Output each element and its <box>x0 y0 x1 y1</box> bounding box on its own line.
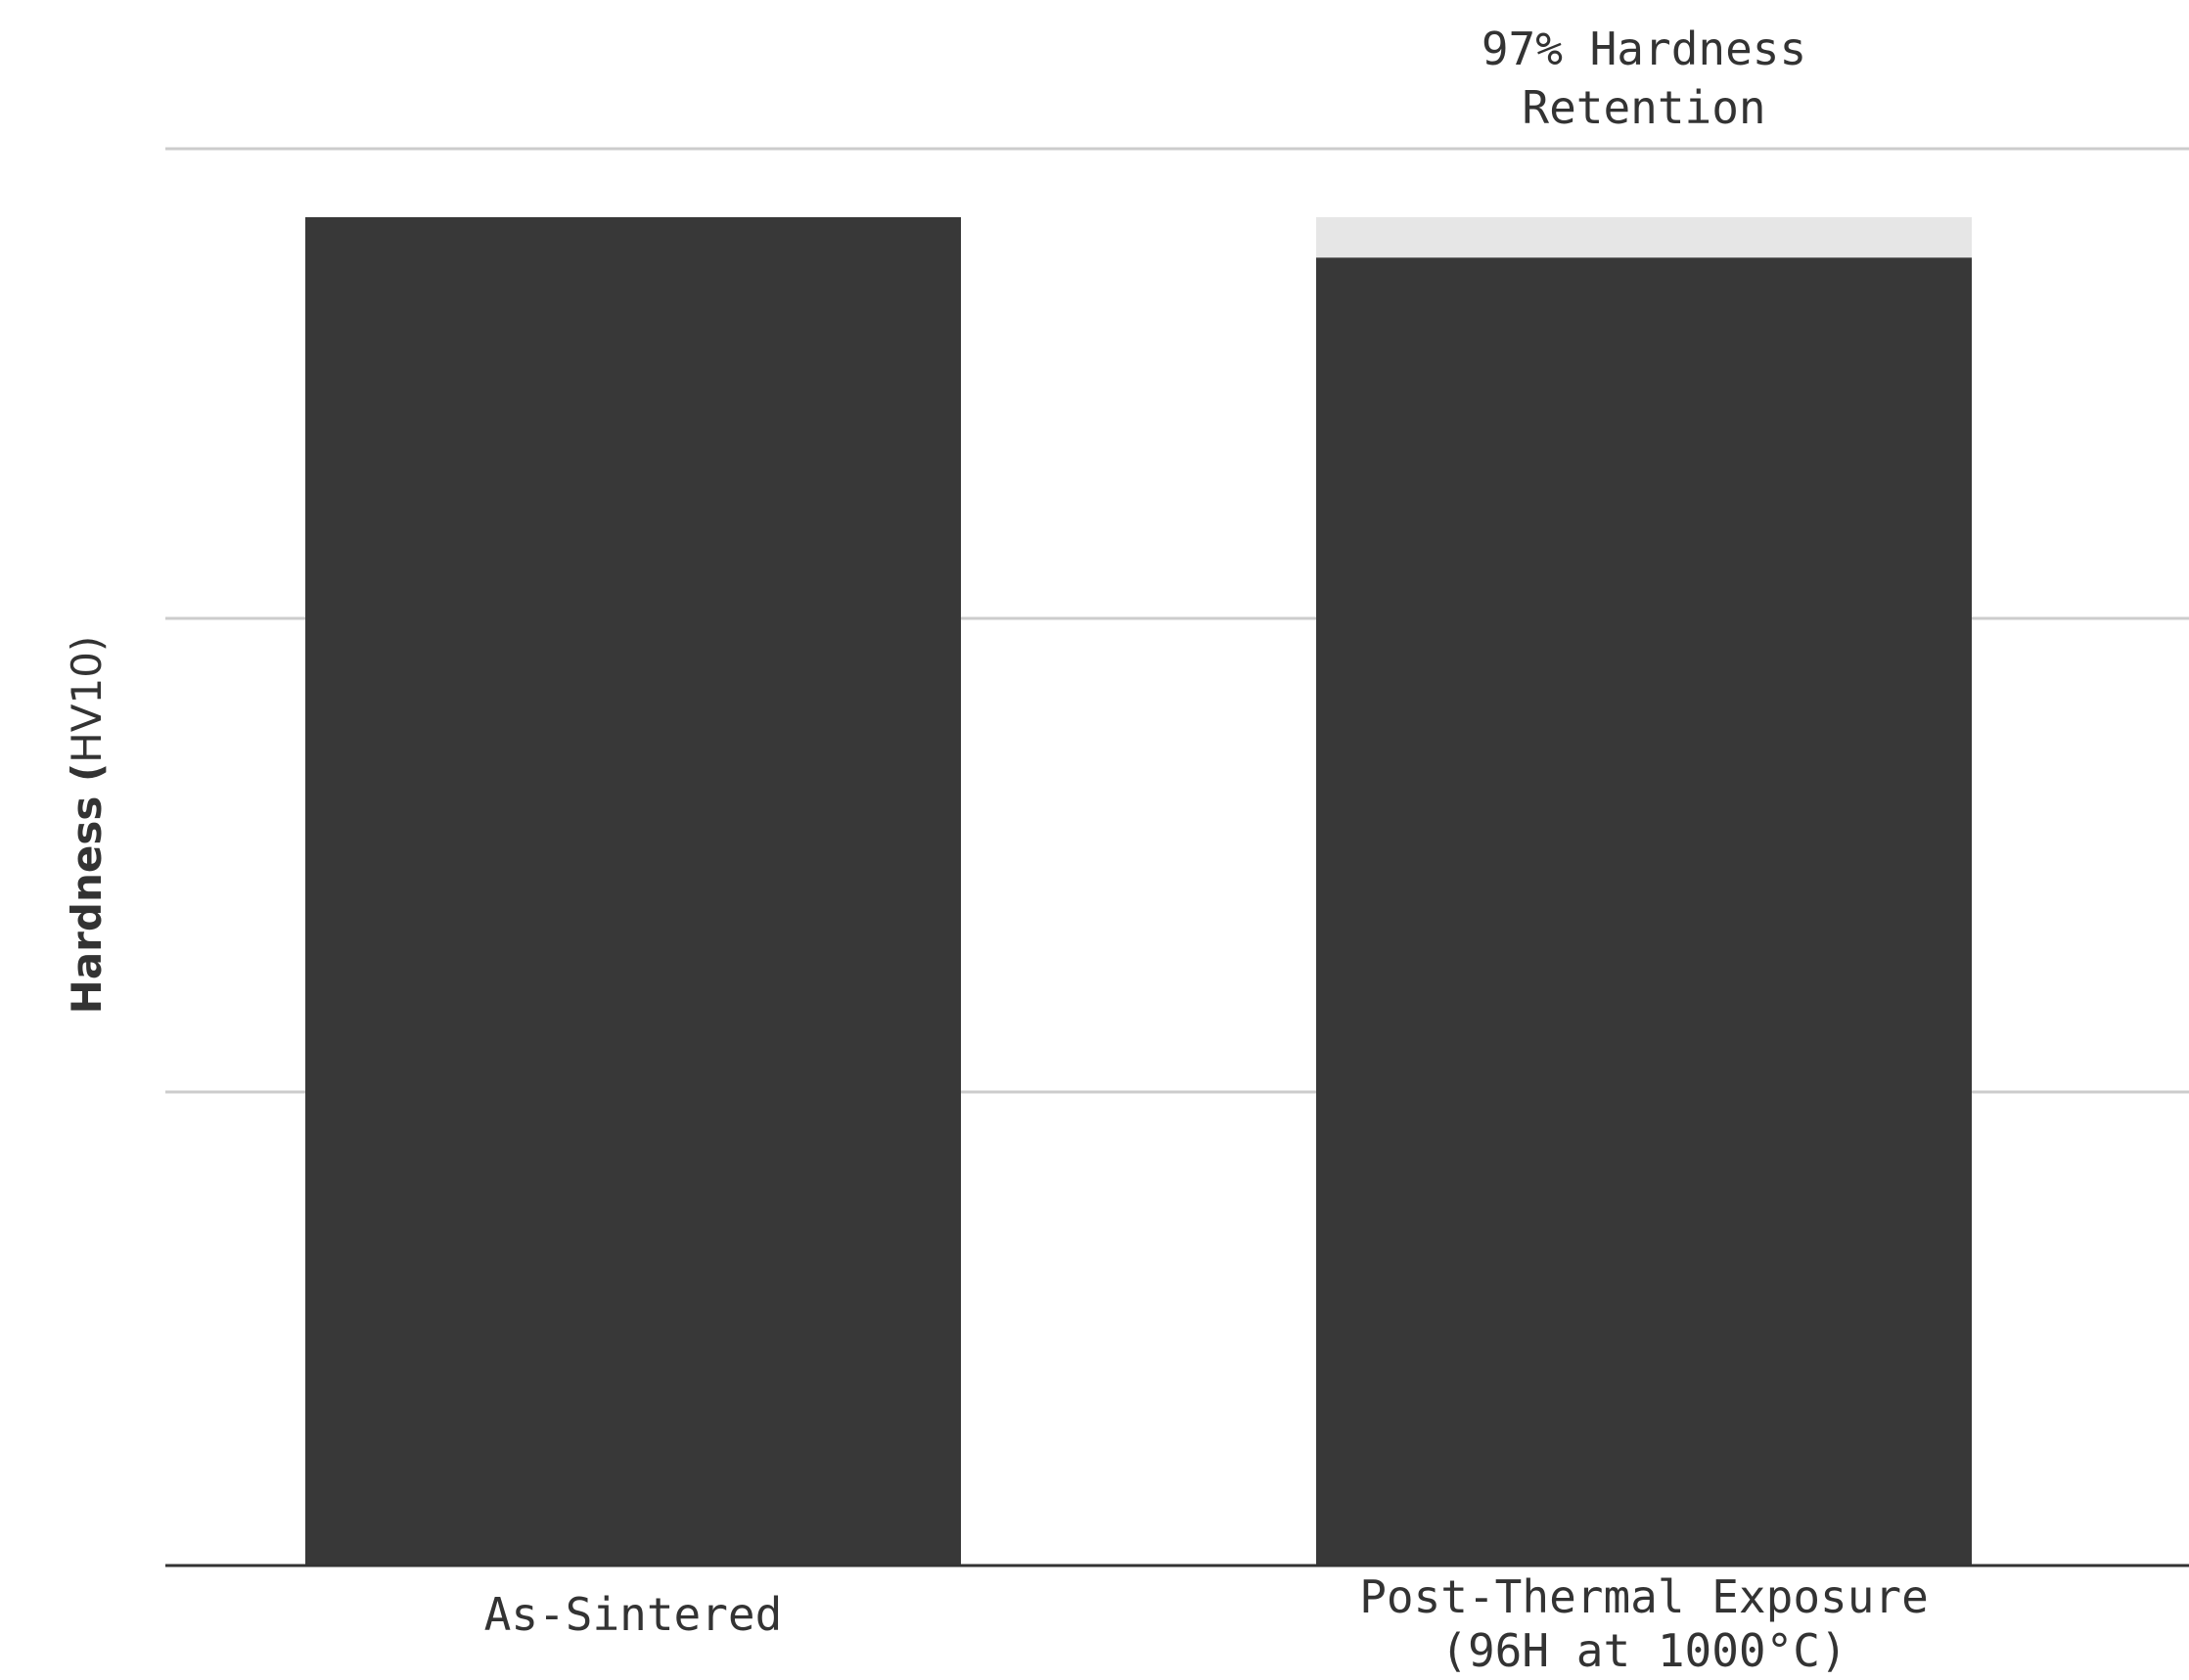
bar-2 <box>1316 257 1972 1566</box>
bar-1 <box>305 217 961 1566</box>
y-axis-label-unit: HV10) <box>63 636 111 763</box>
label-layer: As-Sintered Post-Thermal Exposure (96H at … <box>484 23 1929 1677</box>
x-tick-label-1: As-Sintered <box>484 1588 783 1641</box>
x-tick-label-line: Post-Thermal Exposure <box>1359 1570 1929 1623</box>
x-tick-label-2: Post-Thermal Exposure (96H at 1000°C) <box>1359 1570 1929 1677</box>
retention-annotation: 97% Hardness Retention <box>1482 23 1806 134</box>
x-tick-label-line: (96H at 1000°C) <box>1440 1624 1847 1677</box>
y-axis-label-bold: Hardness ( <box>63 763 111 1014</box>
annotation-line: Retention <box>1522 81 1765 134</box>
y-axis-label: Hardness (HV10) <box>63 636 111 1015</box>
annotation-line: 97% Hardness <box>1482 23 1806 75</box>
bar-layer <box>305 217 1972 1566</box>
x-tick-label-line: As-Sintered <box>484 1588 783 1641</box>
